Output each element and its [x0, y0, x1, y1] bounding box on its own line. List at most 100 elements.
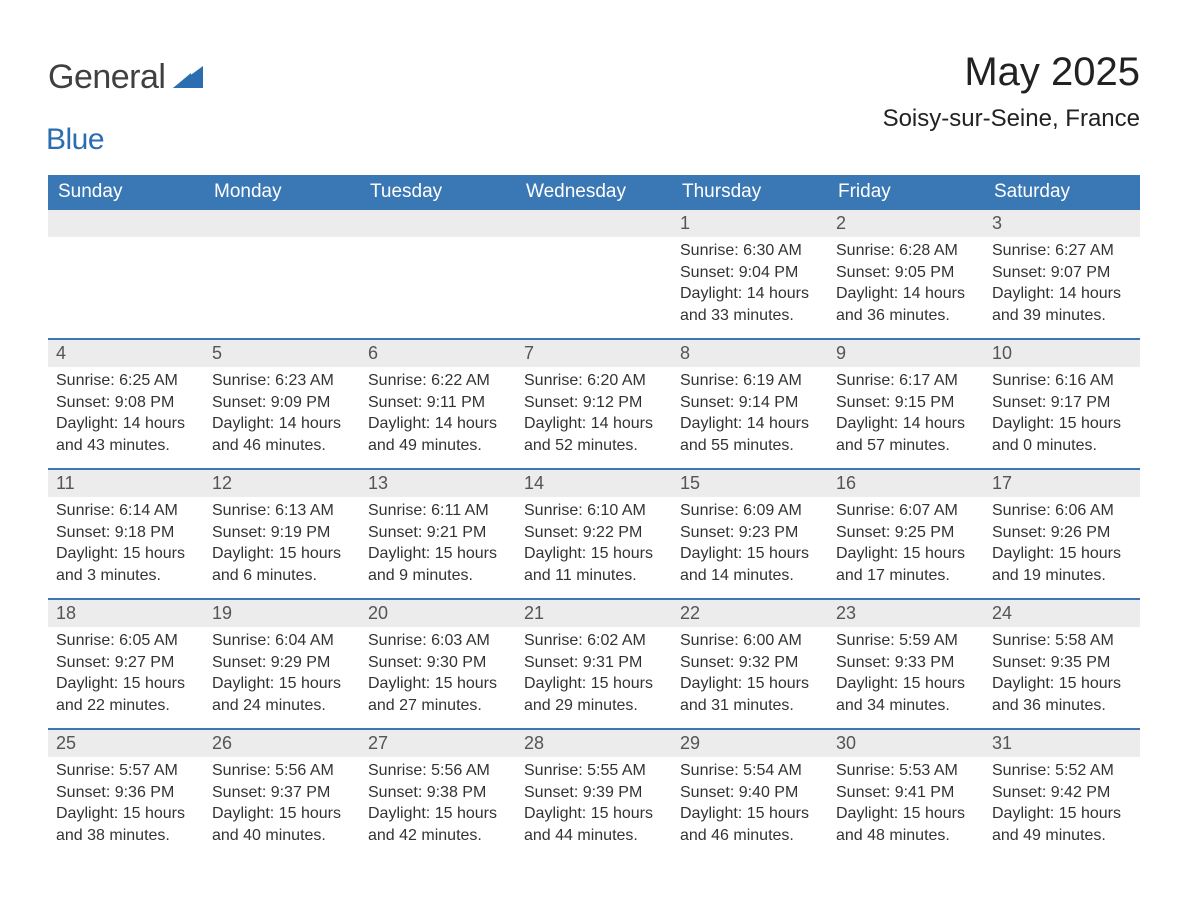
sunset-text: Sunset: 9:33 PM: [836, 652, 976, 674]
sunset-text: Sunset: 9:18 PM: [56, 522, 196, 544]
logo-text-general: General: [48, 58, 165, 96]
sunset-text: Sunset: 9:38 PM: [368, 782, 508, 804]
daylight-text: Daylight: 14 hours: [368, 413, 508, 435]
day-number-cell: 22: [672, 599, 828, 627]
day-content-cell: [360, 237, 516, 339]
day-number-cell: 11: [48, 469, 204, 497]
sunrise-text: Sunrise: 6:27 AM: [992, 240, 1132, 262]
daylight-text: Daylight: 14 hours: [56, 413, 196, 435]
weekday-header: Friday: [828, 175, 984, 210]
sunset-text: Sunset: 9:15 PM: [836, 392, 976, 414]
sunrise-text: Sunrise: 6:03 AM: [368, 630, 508, 652]
daylight-text-cont: and 39 minutes.: [992, 305, 1132, 327]
sunrise-text: Sunrise: 6:02 AM: [524, 630, 664, 652]
sunset-text: Sunset: 9:31 PM: [524, 652, 664, 674]
daylight-text: Daylight: 15 hours: [524, 543, 664, 565]
daylight-text-cont: and 24 minutes.: [212, 695, 352, 717]
day-content-cell: [516, 237, 672, 339]
daylight-text-cont: and 14 minutes.: [680, 565, 820, 587]
day-content-cell: Sunrise: 5:58 AMSunset: 9:35 PMDaylight:…: [984, 627, 1140, 729]
sunrise-text: Sunrise: 6:20 AM: [524, 370, 664, 392]
day-content-row: Sunrise: 5:57 AMSunset: 9:36 PMDaylight:…: [48, 757, 1140, 856]
page-header: General Blue May 2025 Soisy-sur-Seine, F…: [48, 50, 1140, 157]
daylight-text-cont: and 55 minutes.: [680, 435, 820, 457]
daylight-text: Daylight: 14 hours: [524, 413, 664, 435]
daylight-text-cont: and 22 minutes.: [56, 695, 196, 717]
weekday-header: Thursday: [672, 175, 828, 210]
sunrise-text: Sunrise: 5:56 AM: [368, 760, 508, 782]
daylight-text: Daylight: 14 hours: [212, 413, 352, 435]
month-title: May 2025: [883, 50, 1140, 95]
day-number-cell: 16: [828, 469, 984, 497]
day-content-cell: Sunrise: 6:16 AMSunset: 9:17 PMDaylight:…: [984, 367, 1140, 469]
daylight-text-cont: and 40 minutes.: [212, 825, 352, 847]
daylight-text: Daylight: 15 hours: [992, 413, 1132, 435]
daylight-text: Daylight: 15 hours: [836, 673, 976, 695]
sunrise-text: Sunrise: 6:14 AM: [56, 500, 196, 522]
day-number-cell: 24: [984, 599, 1140, 627]
sunset-text: Sunset: 9:04 PM: [680, 262, 820, 284]
day-content-row: Sunrise: 6:14 AMSunset: 9:18 PM Daylight:…: [48, 497, 1140, 599]
day-number-cell: 29: [672, 729, 828, 757]
daylight-text: Daylight: 15 hours: [56, 803, 196, 825]
location-label: Soisy-sur-Seine, France: [883, 105, 1140, 133]
day-content-cell: Sunrise: 6:00 AMSunset: 9:32 PMDaylight:…: [672, 627, 828, 729]
day-content-row: Sunrise: 6:30 AMSunset: 9:04 PMDaylight:…: [48, 237, 1140, 339]
daylight-text: Daylight: 14 hours: [680, 413, 820, 435]
weekday-header: Sunday: [48, 175, 204, 210]
day-number-cell: 9: [828, 339, 984, 367]
day-content-cell: Sunrise: 6:17 AMSunset: 9:15 PMDaylight:…: [828, 367, 984, 469]
day-content-cell: Sunrise: 5:54 AMSunset: 9:40 PMDaylight:…: [672, 757, 828, 856]
sunset-text: Sunset: 9:14 PM: [680, 392, 820, 414]
day-content-cell: Sunrise: 6:25 AMSunset: 9:08 PMDaylight:…: [48, 367, 204, 469]
calendar-table: Sunday Monday Tuesday Wednesday Thursday…: [48, 175, 1140, 856]
day-content-cell: Sunrise: 6:11 AMSunset: 9:21 PMDaylight:…: [360, 497, 516, 599]
daylight-text: Daylight: 15 hours: [836, 803, 976, 825]
day-content-row: Sunrise: 6:25 AMSunset: 9:08 PMDaylight:…: [48, 367, 1140, 469]
day-number-cell: 15: [672, 469, 828, 497]
sunset-text: Sunset: 9:27 PM: [56, 652, 196, 674]
sunrise-text: Sunrise: 6:05 AM: [56, 630, 196, 652]
sunset-text: Sunset: 9:26 PM: [992, 522, 1132, 544]
day-number-cell: 12: [204, 469, 360, 497]
day-content-cell: Sunrise: 6:05 AMSunset: 9:27 PMDaylight:…: [48, 627, 204, 729]
sunrise-text: Sunrise: 6:22 AM: [368, 370, 508, 392]
sunrise-text: Sunrise: 6:28 AM: [836, 240, 976, 262]
day-number-row: 11121314151617: [48, 469, 1140, 497]
sunrise-text: Sunrise: 6:07 AM: [836, 500, 976, 522]
sunset-text: Sunset: 9:11 PM: [368, 392, 508, 414]
sunrise-text: Sunrise: 5:52 AM: [992, 760, 1132, 782]
daylight-text-cont: and 31 minutes.: [680, 695, 820, 717]
sunrise-text: Sunrise: 5:53 AM: [836, 760, 976, 782]
daylight-text-cont: and 6 minutes.: [212, 565, 352, 587]
sunrise-text: Sunrise: 6:23 AM: [212, 370, 352, 392]
day-content-cell: Sunrise: 5:56 AMSunset: 9:37 PMDaylight:…: [204, 757, 360, 856]
day-number-cell: 27: [360, 729, 516, 757]
sunset-text: Sunset: 9:12 PM: [524, 392, 664, 414]
day-number-cell: 10: [984, 339, 1140, 367]
day-number-cell: 19: [204, 599, 360, 627]
sunset-text: Sunset: 9:42 PM: [992, 782, 1132, 804]
day-number-cell: 26: [204, 729, 360, 757]
sunrise-text: Sunrise: 6:19 AM: [680, 370, 820, 392]
sunrise-text: Sunrise: 6:11 AM: [368, 500, 508, 522]
weekday-header: Saturday: [984, 175, 1140, 210]
day-content-cell: Sunrise: 6:04 AMSunset: 9:29 PMDaylight:…: [204, 627, 360, 729]
day-number-cell: [204, 210, 360, 237]
sunrise-text: Sunrise: 5:59 AM: [836, 630, 976, 652]
sunrise-text: Sunrise: 5:57 AM: [56, 760, 196, 782]
sunset-text: Sunset: 9:08 PM: [56, 392, 196, 414]
day-content-cell: Sunrise: 6:09 AMSunset: 9:23 PMDaylight:…: [672, 497, 828, 599]
daylight-text-cont: and 36 minutes.: [836, 305, 976, 327]
day-content-cell: Sunrise: 5:52 AMSunset: 9:42 PMDaylight:…: [984, 757, 1140, 856]
sunrise-text: Sunrise: 6:25 AM: [56, 370, 196, 392]
sunrise-text: Sunrise: 5:56 AM: [212, 760, 352, 782]
day-number-cell: 8: [672, 339, 828, 367]
daylight-text: Daylight: 15 hours: [524, 803, 664, 825]
day-content-cell: Sunrise: 6:10 AMSunset: 9:22 PMDaylight:…: [516, 497, 672, 599]
daylight-text-cont: and 49 minutes.: [368, 435, 508, 457]
title-block: May 2025 Soisy-sur-Seine, France: [883, 50, 1140, 133]
daylight-text-cont: and 9 minutes.: [368, 565, 508, 587]
day-number-cell: 4: [48, 339, 204, 367]
sunset-text: Sunset: 9:37 PM: [212, 782, 352, 804]
